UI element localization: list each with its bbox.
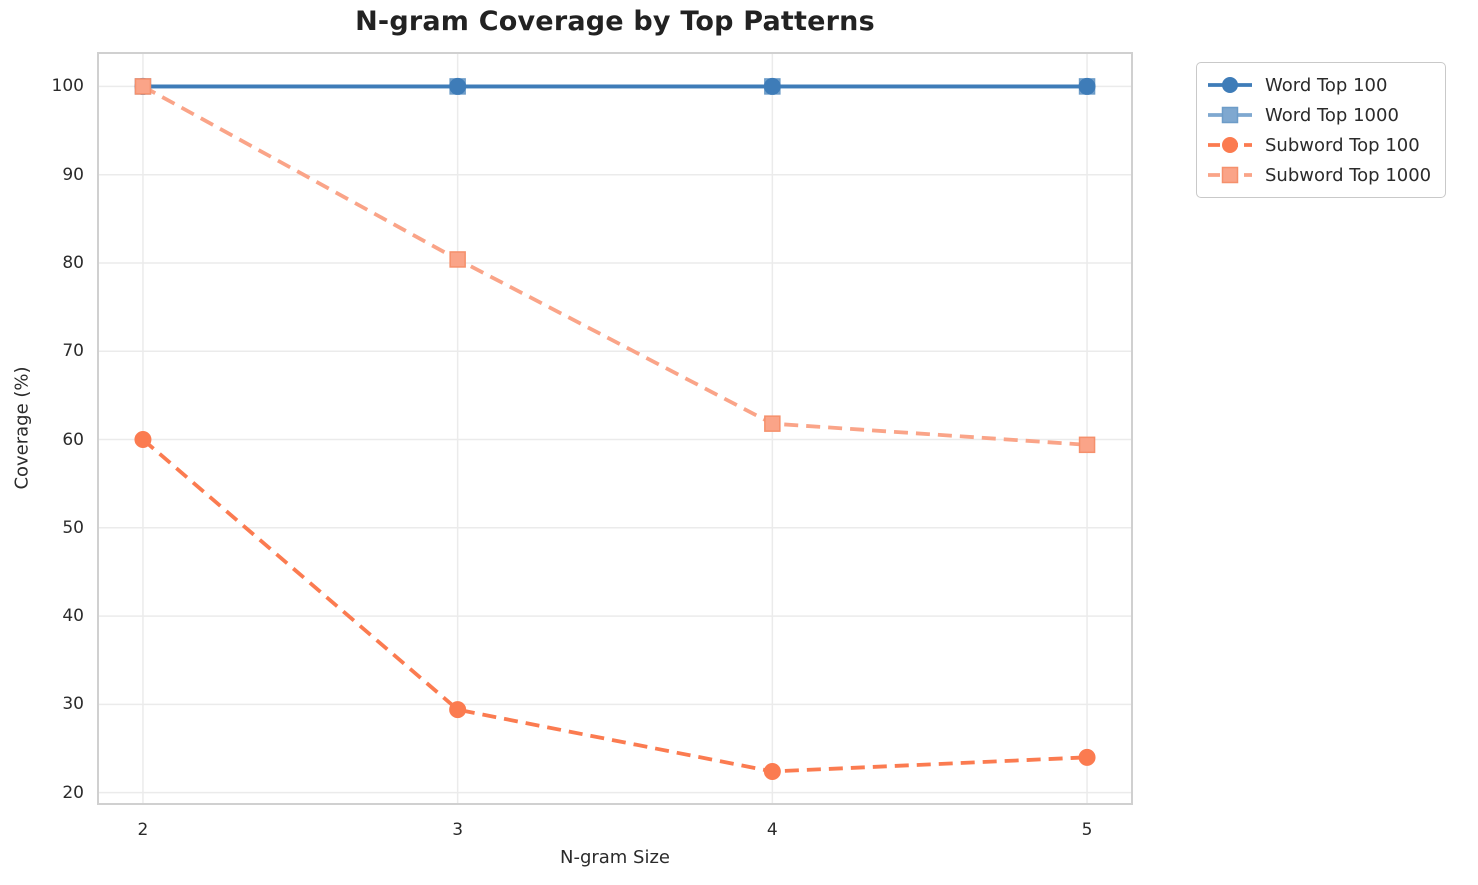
y-tick-label: 80 [62,252,84,273]
y-tick-label: 20 [62,782,84,803]
legend-label: Subword Top 1000 [1265,164,1432,186]
legend-entry: Word Top 1000 [1207,100,1431,130]
series-marker [1078,77,1096,95]
legend-marker [1222,77,1238,93]
y-tick-label: 30 [62,694,84,715]
plot-border [97,52,1133,805]
legend: Word Top 100 Word Top 1000 Subword Top 100… [1196,62,1447,198]
legend-line-sample-icon [1208,137,1252,153]
x-tick-label: 2 [137,820,149,840]
y-tick-label: 90 [62,164,84,185]
legend-line-sample-icon [1208,106,1252,124]
series-marker [763,762,781,780]
x-tick-label: 4 [766,820,778,840]
legend-entry: Subword Top 100 [1207,130,1431,160]
legend-label: Word Top 1000 [1265,104,1399,126]
y-tick-label: 70 [62,341,84,362]
plot-svg [97,52,1133,805]
y-tick-label: 40 [62,606,84,627]
series-marker [764,415,781,432]
series-line [141,438,1088,774]
legend-marker [1221,166,1239,184]
legend-entry: Word Top 100 [1207,70,1431,100]
series-marker [449,701,467,719]
series-marker [763,77,781,95]
series-marker [1078,748,1096,766]
legend-entry: Subword Top 1000 [1207,160,1431,190]
y-tick-label: 60 [62,429,84,450]
series-marker [449,251,466,268]
series-marker [134,78,152,95]
x-tick-label: 5 [1081,820,1093,840]
legend-marker [1222,137,1238,153]
series-marker [449,77,467,95]
y-tick-label: 100 [51,76,84,97]
y-tick-label: 50 [62,517,84,538]
series-marker [1078,436,1096,454]
series-marker [134,431,152,449]
legend-marker [1221,106,1239,124]
x-axis-label: N-gram Size [559,847,671,868]
series-line [142,84,1088,447]
chart-title: N-gram Coverage by Top Patterns [355,6,875,37]
x-tick-label: 3 [452,820,464,840]
legend-line-sample-icon [1208,166,1252,184]
legend-label: Word Top 100 [1265,74,1388,96]
legend-label: Subword Top 100 [1265,134,1420,156]
legend-line-sample-icon [1208,77,1252,93]
